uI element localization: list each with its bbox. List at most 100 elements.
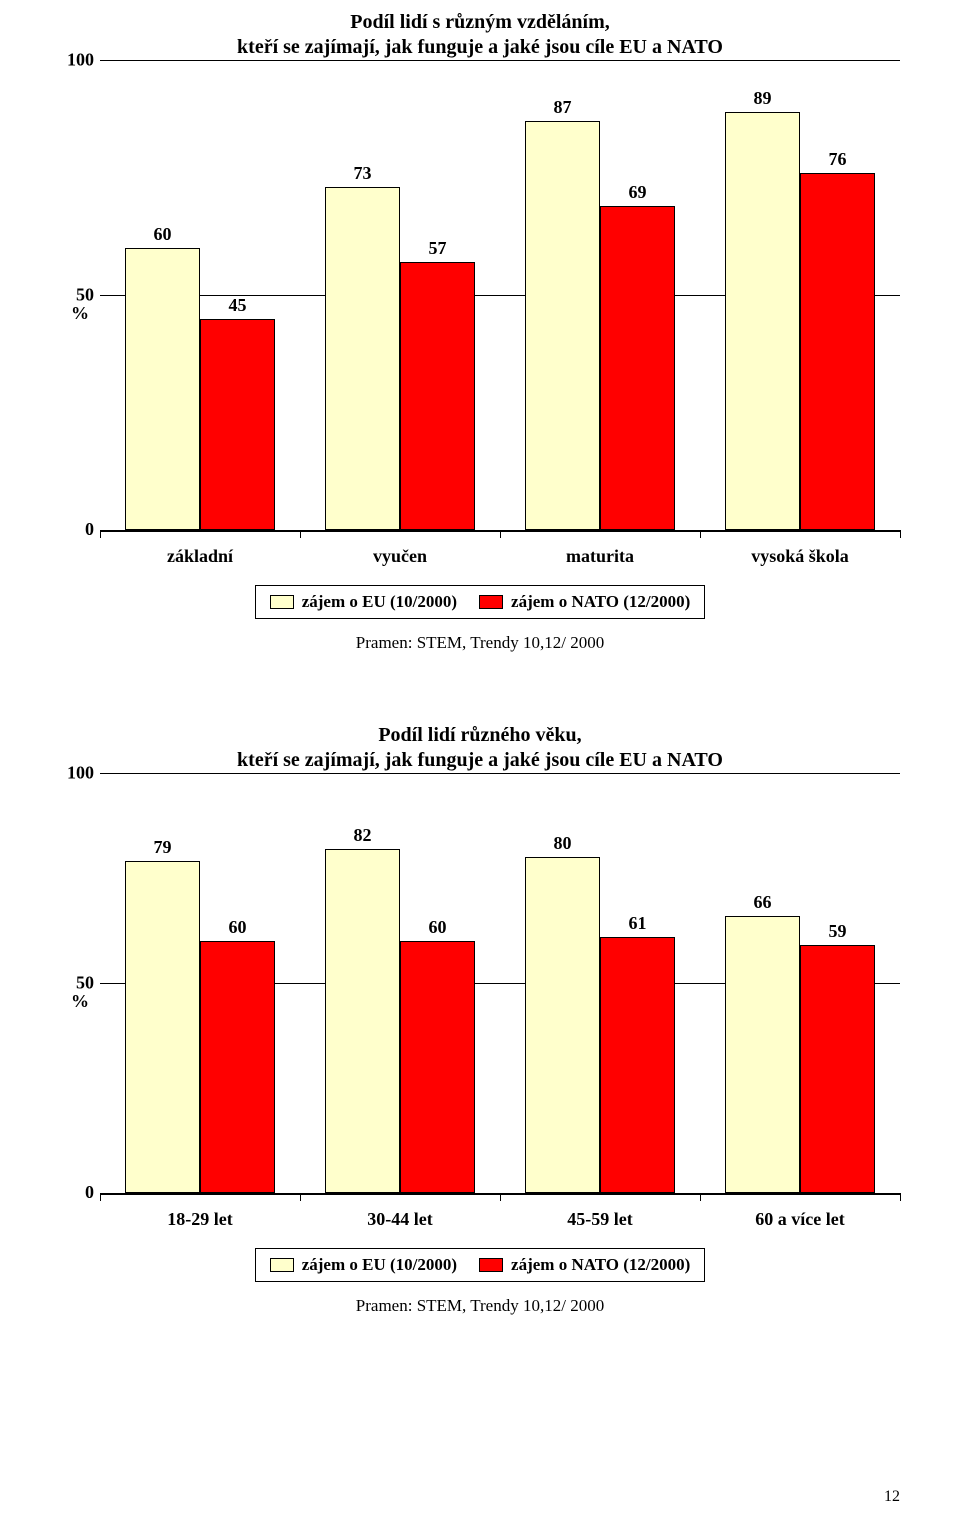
x-tick-mark bbox=[900, 1193, 901, 1201]
y-tick-label: 100 bbox=[67, 763, 100, 784]
bar-value-label: 60 bbox=[229, 917, 247, 942]
bar: 82 bbox=[325, 849, 400, 1193]
bar-value-label: 73 bbox=[354, 163, 372, 188]
legend: zájem o EU (10/2000) zájem o NATO (12/200… bbox=[255, 1248, 706, 1282]
bar-value-label: 69 bbox=[629, 182, 647, 207]
x-axis-labels: 18-29 let30-44 let45-59 let60 a více let bbox=[100, 1209, 900, 1230]
bar-value-label: 59 bbox=[829, 921, 847, 946]
bar-pair: 6045 bbox=[125, 60, 275, 530]
bar-group: 8260 bbox=[300, 773, 500, 1193]
legend: zájem o EU (10/2000) zájem o NATO (12/200… bbox=[255, 585, 706, 619]
legend-label: zájem o EU (10/2000) bbox=[302, 1255, 457, 1275]
bar-value-label: 66 bbox=[754, 892, 772, 917]
bar-pair: 7960 bbox=[125, 773, 275, 1193]
bar-pair: 89 76 bbox=[725, 60, 875, 530]
bar-value-label: 87 bbox=[554, 97, 572, 122]
y-tick-label: 100 bbox=[67, 50, 100, 71]
bar: 45 bbox=[200, 319, 275, 531]
bar-value-label: 79 bbox=[154, 837, 172, 862]
bar-group: 8769 bbox=[500, 60, 700, 530]
plot-area: 1005006045735787698976 bbox=[100, 60, 900, 532]
x-tick-mark bbox=[700, 530, 701, 538]
x-tick-mark bbox=[500, 1193, 501, 1201]
source-line: Pramen: STEM, Trendy 10,12/ 2000 bbox=[60, 1296, 900, 1316]
bar-value-label: 61 bbox=[629, 913, 647, 938]
bar-group: 7357 bbox=[300, 60, 500, 530]
bar-group: 6045 bbox=[100, 60, 300, 530]
bar-group: 8061 bbox=[500, 773, 700, 1193]
x-axis-labels: základnívyučenmaturitavysoká škola bbox=[100, 546, 900, 567]
legend-label: zájem o NATO (12/2000) bbox=[511, 592, 690, 612]
x-tick-mark bbox=[700, 1193, 701, 1201]
y-axis-label: % bbox=[60, 60, 100, 567]
legend-item: zájem o EU (10/2000) bbox=[270, 592, 457, 612]
x-tick-mark bbox=[900, 530, 901, 538]
x-axis-label: 30-44 let bbox=[300, 1209, 500, 1230]
chart-education: Podíl lidí s různým vzděláním, kteří se … bbox=[60, 10, 900, 653]
bar: 60 bbox=[200, 941, 275, 1193]
bar-value-label: 82 bbox=[354, 825, 372, 850]
source-line: Pramen: STEM, Trendy 10,12/ 2000 bbox=[60, 633, 900, 653]
x-axis-label: vysoká škola bbox=[700, 546, 900, 567]
x-tick-mark bbox=[300, 530, 301, 538]
plot-column: 1005006045735787698976 základnívyučenmat… bbox=[100, 60, 900, 567]
x-tick-mark bbox=[100, 530, 101, 538]
chart-title: Podíl lidí s různým vzděláním, kteří se … bbox=[60, 10, 900, 60]
bar: 69 bbox=[600, 206, 675, 530]
bar-value-label: 89 bbox=[754, 88, 772, 113]
plot-wrap: % 1005006045735787698976 základnívyučenm… bbox=[60, 60, 900, 567]
bar-pair: 8769 bbox=[525, 60, 675, 530]
plot-area: 1005007960826080616659 bbox=[100, 773, 900, 1195]
bar: 59 bbox=[800, 945, 875, 1193]
bar-value-label: 45 bbox=[229, 295, 247, 320]
bar: 60 bbox=[400, 941, 475, 1193]
bar-value-label: 76 bbox=[829, 149, 847, 174]
bar-group: 7960 bbox=[100, 773, 300, 1193]
bar-value-label: 57 bbox=[429, 238, 447, 263]
bars-row: 7960826080616659 bbox=[100, 773, 900, 1193]
page-number: 12 bbox=[884, 1488, 900, 1506]
y-axis-label: % bbox=[60, 773, 100, 1230]
legend-label: zájem o NATO (12/2000) bbox=[511, 1255, 690, 1275]
bar-value-label: 60 bbox=[429, 917, 447, 942]
x-tick-mark bbox=[500, 530, 501, 538]
bar-value-label: 80 bbox=[554, 833, 572, 858]
x-axis-label: základní bbox=[100, 546, 300, 567]
x-tick-mark bbox=[100, 1193, 101, 1201]
x-axis-label: maturita bbox=[500, 546, 700, 567]
bar: 66 bbox=[725, 916, 800, 1193]
bar: 61 bbox=[600, 937, 675, 1193]
x-axis-label: 60 a více let bbox=[700, 1209, 900, 1230]
bar: 80 bbox=[525, 857, 600, 1193]
bar: 76 bbox=[800, 173, 875, 530]
plot-wrap: % 1005007960826080616659 18-29 let30-44 … bbox=[60, 773, 900, 1230]
bar-value-label: 60 bbox=[154, 224, 172, 249]
chart-title: Podíl lidí různého věku, kteří se zajíma… bbox=[60, 723, 900, 773]
y-tick-label: 50 bbox=[76, 973, 100, 994]
x-tick-mark bbox=[300, 1193, 301, 1201]
bar-pair: 7357 bbox=[325, 60, 475, 530]
x-axis-label: 18-29 let bbox=[100, 1209, 300, 1230]
legend-item: zájem o NATO (12/2000) bbox=[479, 1255, 690, 1275]
bar: 79 bbox=[125, 861, 200, 1193]
plot-column: 1005007960826080616659 18-29 let30-44 le… bbox=[100, 773, 900, 1230]
legend-swatch bbox=[270, 1258, 294, 1272]
legend-swatch bbox=[479, 595, 503, 609]
legend-label: zájem o EU (10/2000) bbox=[302, 592, 457, 612]
legend-item: zájem o EU (10/2000) bbox=[270, 1255, 457, 1275]
bar: 87 bbox=[525, 121, 600, 530]
bar-pair: 6659 bbox=[725, 773, 875, 1193]
legend-swatch bbox=[479, 1258, 503, 1272]
bar-group: 89 76 bbox=[700, 60, 900, 530]
bar: 57 bbox=[400, 262, 475, 530]
chart-age: Podíl lidí různého věku, kteří se zajíma… bbox=[60, 723, 900, 1316]
bar: 60 bbox=[125, 248, 200, 530]
x-axis-label: 45-59 let bbox=[500, 1209, 700, 1230]
bar-pair: 8260 bbox=[325, 773, 475, 1193]
page: Podíl lidí s různým vzděláním, kteří se … bbox=[0, 0, 960, 1524]
x-axis-label: vyučen bbox=[300, 546, 500, 567]
legend-swatch bbox=[270, 595, 294, 609]
bar: 73 bbox=[325, 187, 400, 530]
y-tick-label: 50 bbox=[76, 285, 100, 306]
bars-row: 6045735787698976 bbox=[100, 60, 900, 530]
